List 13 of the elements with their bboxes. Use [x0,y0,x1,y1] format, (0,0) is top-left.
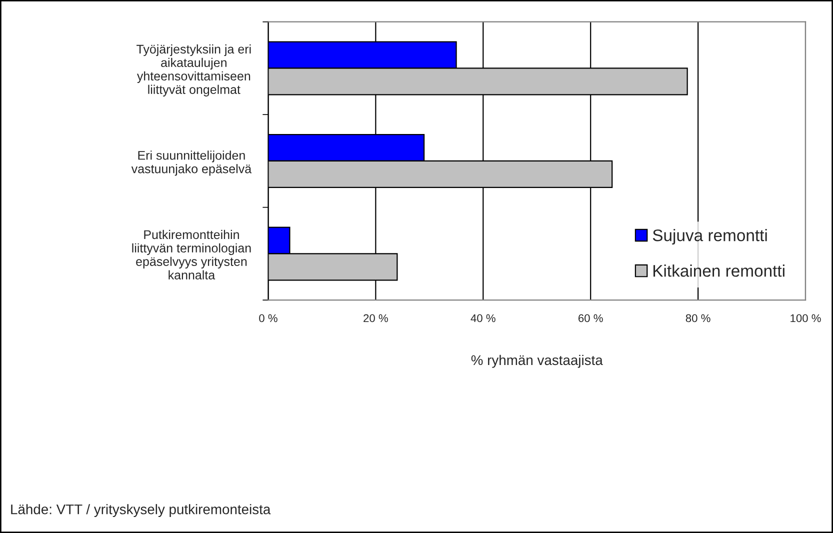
x-tick-label: 0 % [259,314,278,322]
x-tick-label: 100 % [790,314,821,322]
y-tick-label: Putkiremontteihin liittyvän terminologian epäselvyys yritysten kannalta [132,230,251,280]
legend-label: Kitkainen remontti [653,264,784,277]
x-tick-label: 80 % [686,314,710,322]
x-tick-label: 40 % [470,314,496,322]
y-tick-label: Eri suunnittelijoiden vastuunjako epäselvä [131,150,252,176]
x-tick-label: 60 % [578,314,603,322]
x-tick-label: 20 % [364,314,388,322]
x-axis-title: % ryhmän vastaajista [471,354,603,368]
y-tick-label: Työjärjestyksiin ja eri aikataulujen yhteensovittamiseen liittyvät ongelmat [136,44,251,96]
legend-label: Sujuva remontti [652,229,767,245]
text: Lähde: VTT / yrityskysely putkiremonteista [11,504,271,518]
